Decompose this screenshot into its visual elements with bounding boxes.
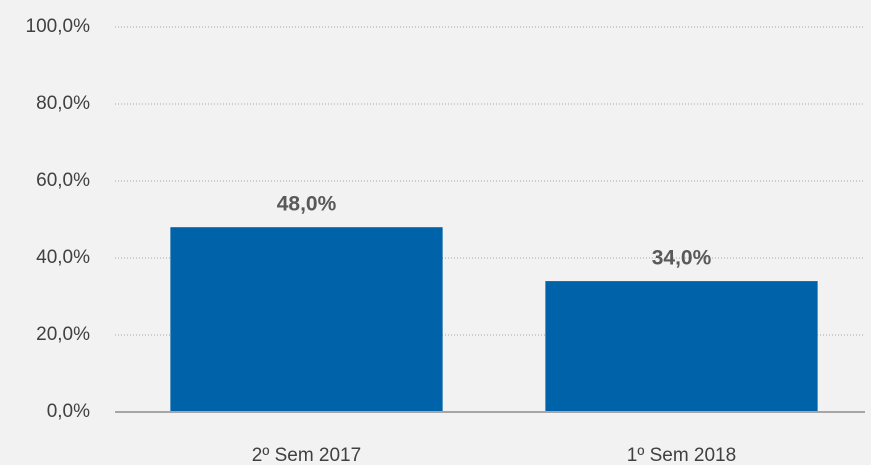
y-tick-label: 40,0% — [36, 247, 90, 268]
x-tick-label: 2º Sem 2017 — [252, 445, 361, 465]
y-tick-label: 20,0% — [36, 324, 90, 345]
y-tick-label: 100,0% — [26, 16, 91, 37]
bar — [545, 281, 818, 412]
y-tick-label: 0,0% — [47, 401, 90, 422]
x-tick-label: 1º Sem 2018 — [627, 445, 736, 465]
y-tick-label: 60,0% — [36, 170, 90, 191]
y-tick-label: 80,0% — [36, 93, 90, 114]
data-label: 48,0% — [277, 193, 337, 216]
data-label: 34,0% — [652, 247, 712, 270]
bar — [170, 227, 443, 412]
